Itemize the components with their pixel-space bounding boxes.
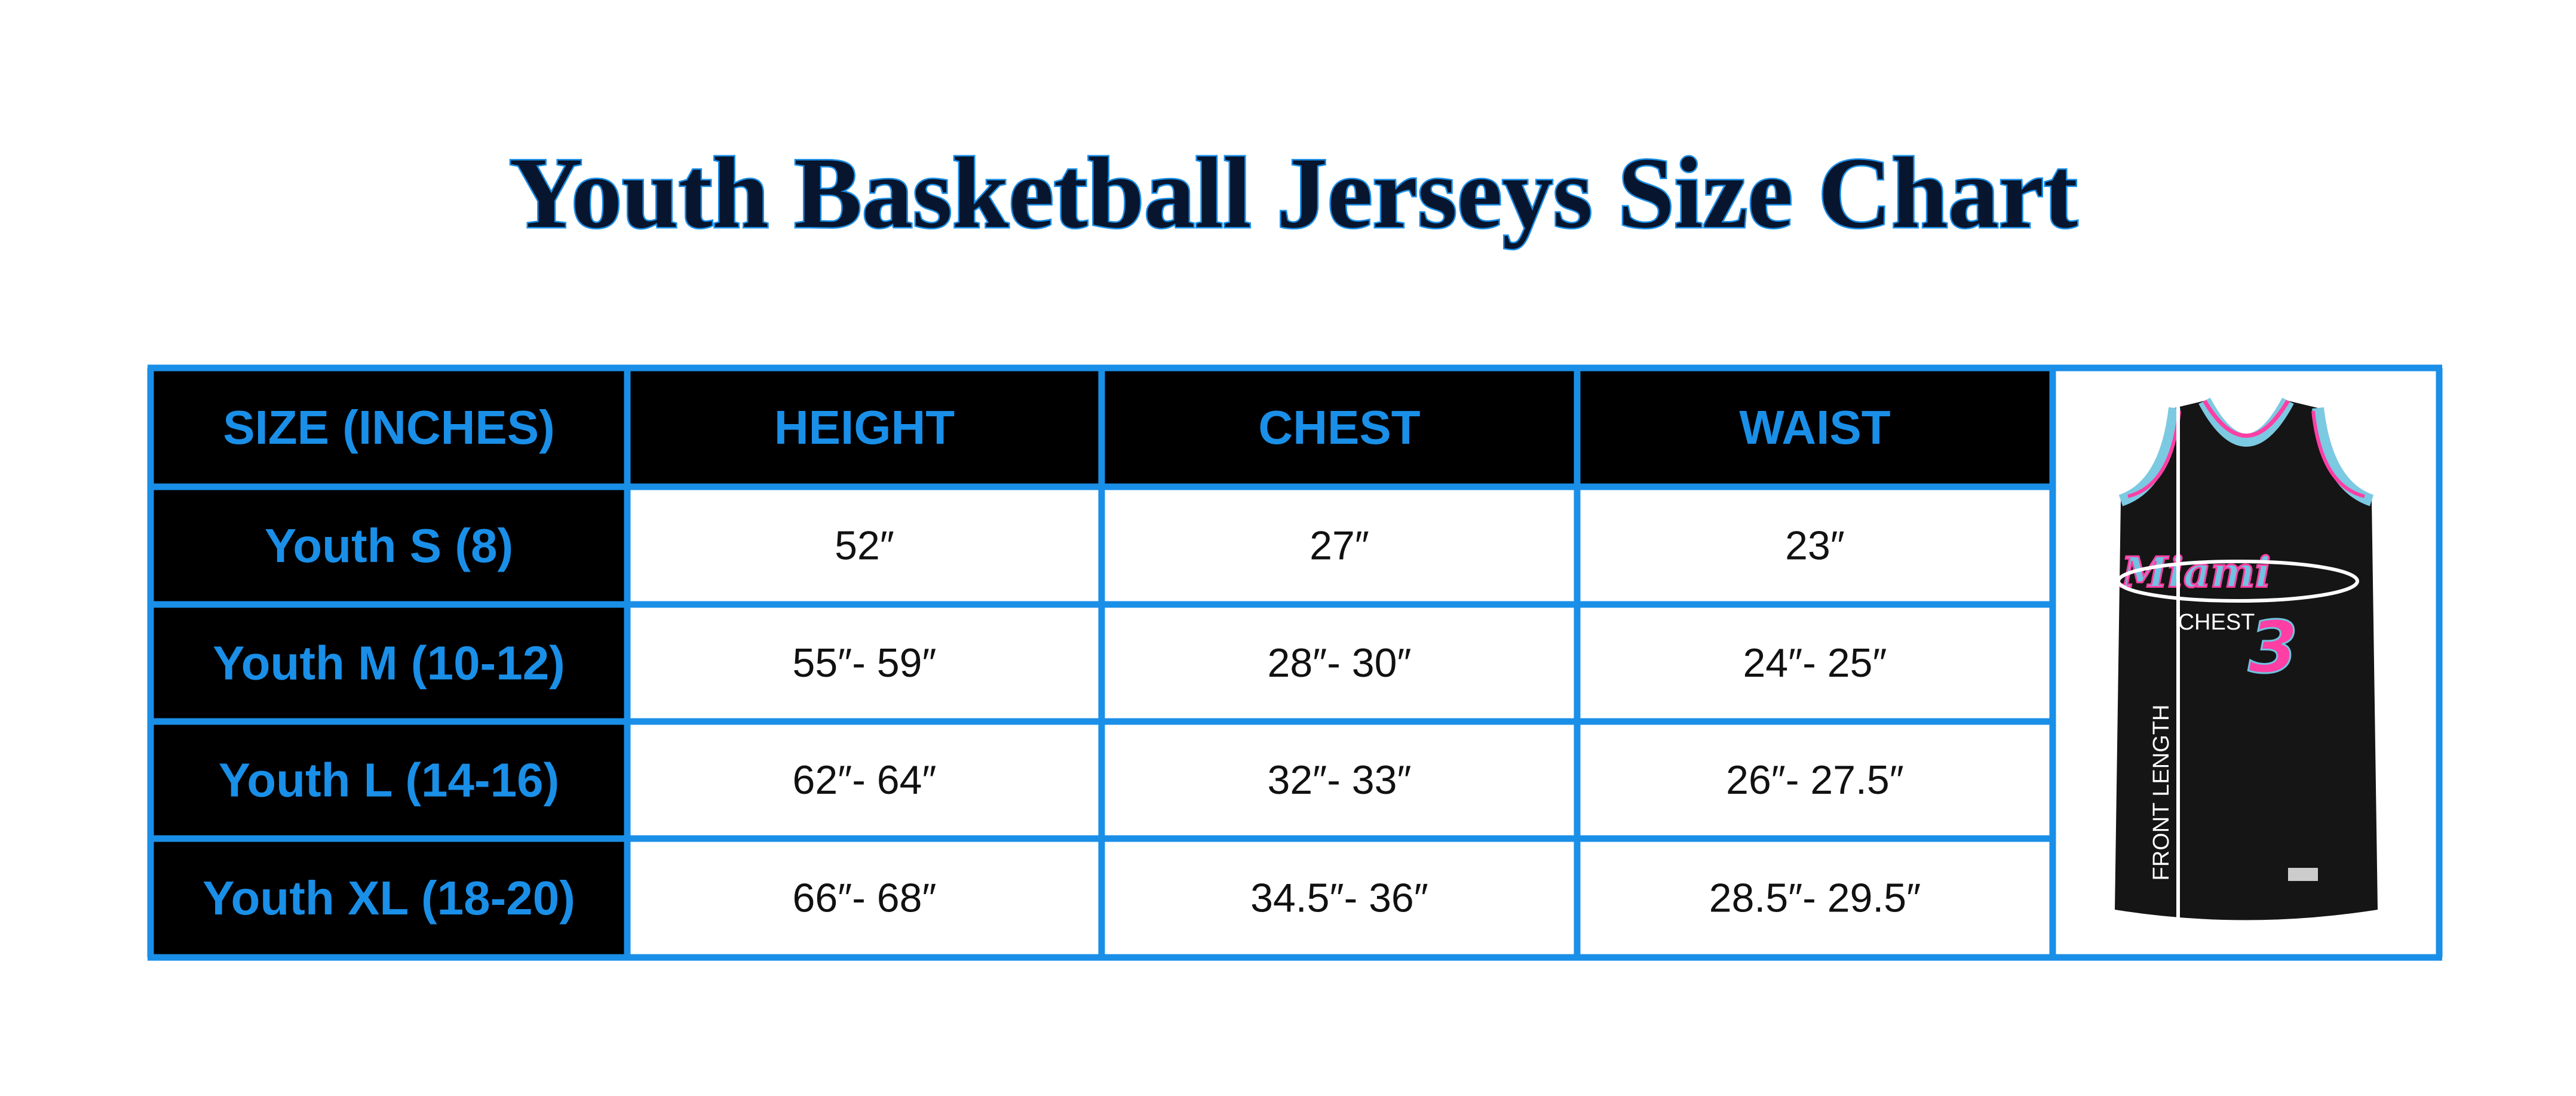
title: Youth Basketball Jerseys Size Chart [509, 137, 2078, 249]
measurement: 62″- 64″ [793, 757, 937, 803]
size-label: Youth L (14-16) [219, 754, 559, 807]
measurement: 32″- 33″ [1268, 757, 1412, 803]
measurement: 52″ [835, 523, 894, 569]
measurement: 55″- 59″ [793, 640, 937, 686]
size-label: Youth M (10-12) [213, 637, 565, 690]
chest-label: CHEST [2178, 610, 2255, 635]
size-column-bg [151, 368, 627, 957]
column-header: SIZE (INCHES) [223, 401, 555, 454]
neck-trim-pink [2202, 400, 2290, 438]
measurement: 23″ [1785, 523, 1845, 569]
front-length-label: FRONT LENGTH [2149, 705, 2174, 881]
measurement: 24″- 25″ [1743, 640, 1887, 686]
jersey-image [2115, 397, 2378, 920]
jersey-body [2115, 401, 2378, 920]
size-label: Youth XL (18-20) [203, 871, 575, 925]
measurement: 28.5″- 29.5″ [1709, 876, 1921, 921]
arm-trim-right-pink [2311, 410, 2365, 498]
measurement: 27″ [1310, 523, 1369, 569]
jock-tag [2288, 868, 2318, 881]
column-header: CHEST [1258, 401, 1420, 454]
measurement: 28″- 30″ [1268, 640, 1412, 686]
jersey-team: Miami [2120, 548, 2271, 597]
measurement: 26″- 27.5″ [1726, 757, 1904, 803]
jersey-number: 3 [2248, 607, 2298, 690]
chest-measure [2117, 560, 2359, 603]
size-table: SIZE (INCHES) HEIGHT CHEST WAIST Youth S (8)… [147, 364, 2443, 961]
size-label: Youth S (8) [265, 519, 513, 572]
column-header: WAIST [1739, 401, 1890, 454]
measurement: 34.5″- 36″ [1250, 876, 1428, 921]
measurement: 66″- 68″ [793, 876, 937, 921]
column-header: HEIGHT [774, 401, 955, 454]
